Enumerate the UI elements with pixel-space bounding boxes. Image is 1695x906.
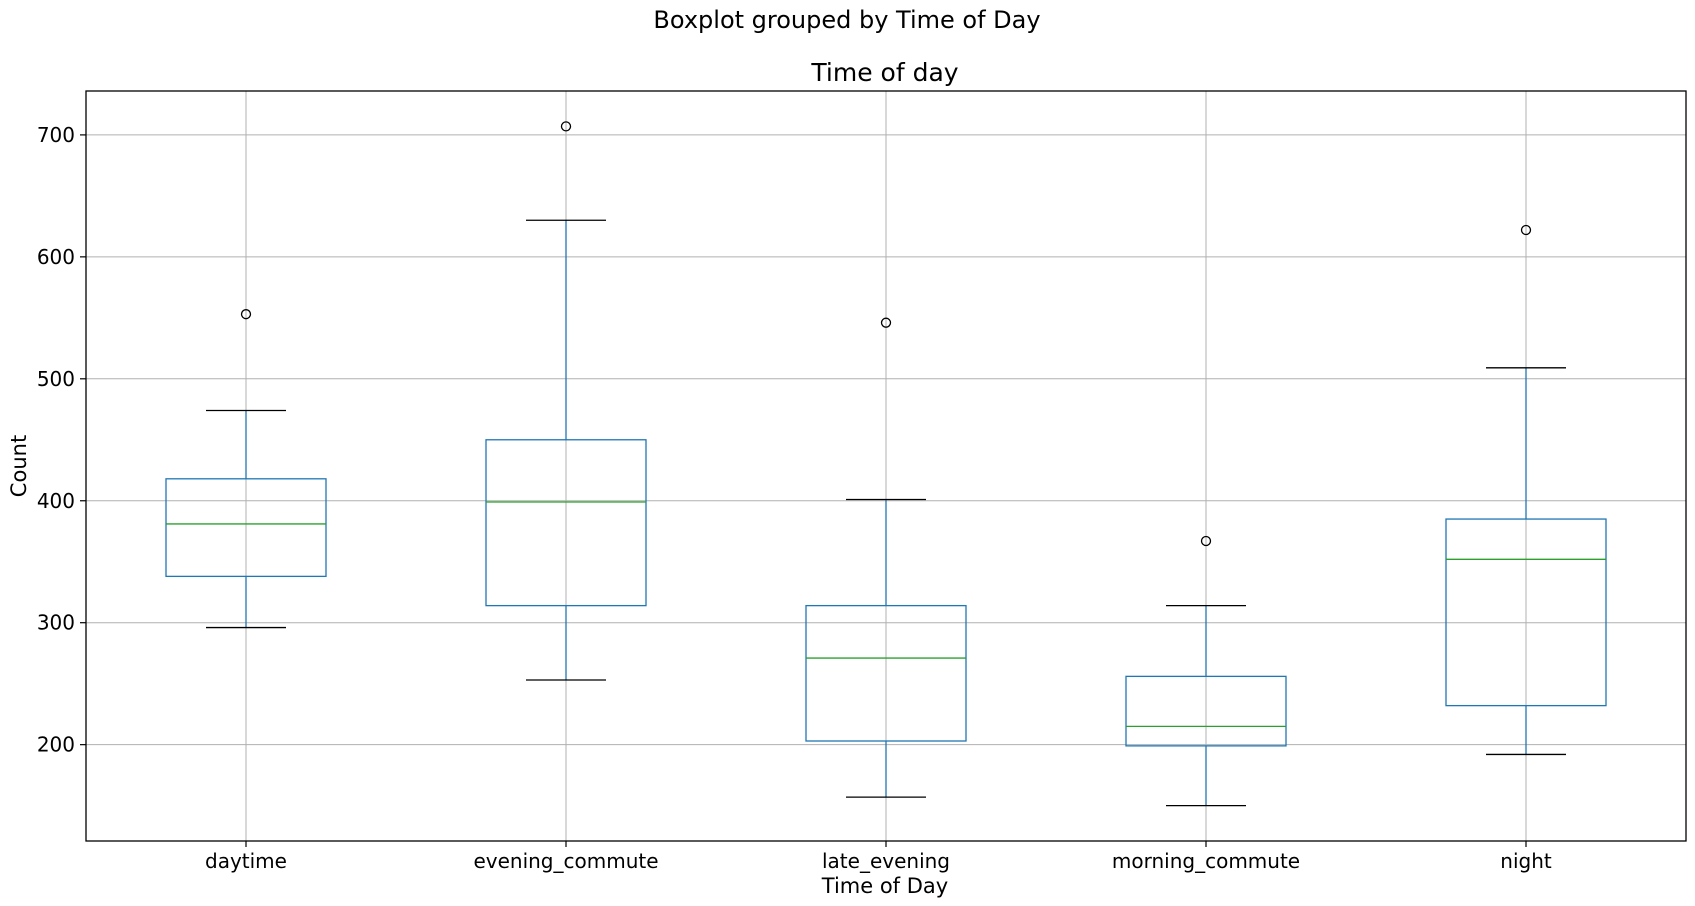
y-axis-label: Count [7,435,31,497]
outlier-point [240,309,252,320]
chart-suptitle: Boxplot grouped by Time of Day [653,6,1040,34]
y-tick-label: 700 [37,123,75,147]
iqr-box [165,478,327,578]
iqr-box [1125,675,1287,747]
box-group-morning_commute [1125,535,1287,807]
outlier-point [560,121,572,132]
box-group-daytime [165,309,327,629]
y-tick-label: 400 [37,489,75,513]
x-tick-label: morning_commute [1112,849,1300,873]
y-tick-label: 300 [37,611,75,635]
x-axis-label: Time of Day [821,874,948,898]
tick-layer: 200 300 400 500 600 700 daytime evening_commute… [37,123,1552,873]
box-group-night [1445,224,1607,756]
outlier-point [880,317,892,328]
box-group-evening_commute [485,121,647,681]
box-group-late_evening [805,317,967,798]
grid-layer [86,91,1686,841]
x-tick-label: night [1500,849,1552,873]
y-tick-label: 200 [37,733,75,757]
x-tick-label: evening_commute [473,849,658,873]
iqr-box [485,439,647,607]
x-tick-label: daytime [205,849,287,873]
chart-title: Time of day [810,58,958,87]
outlier-point [1520,224,1532,236]
x-tick-label: late_evening [822,849,950,873]
iqr-box [1445,518,1607,707]
box-layer [165,121,1607,807]
y-tick-label: 600 [37,245,75,269]
iqr-box [805,604,967,742]
outlier-point [1200,535,1212,547]
y-tick-label: 500 [37,367,75,391]
